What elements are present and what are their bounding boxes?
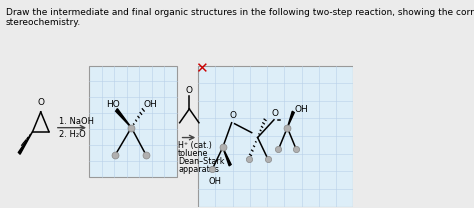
Text: toluene: toluene [178, 149, 209, 158]
Text: O: O [272, 109, 279, 118]
Bar [89, 66, 177, 177]
Bar [198, 66, 354, 207]
Text: O: O [37, 98, 44, 107]
Text: O: O [229, 111, 237, 120]
Text: OH: OH [209, 177, 222, 186]
Text: HO: HO [106, 100, 120, 109]
Text: Draw the intermediate and final organic structures in the following two-step rea: Draw the intermediate and final organic … [6, 8, 474, 17]
Text: H⁺ (cat.): H⁺ (cat.) [178, 141, 212, 151]
Text: ✕: ✕ [196, 61, 208, 76]
Text: 2. H₂O: 2. H₂O [59, 130, 86, 139]
Text: OH: OH [295, 105, 309, 114]
Polygon shape [116, 109, 131, 128]
Text: stereochemistry.: stereochemistry. [6, 18, 81, 27]
Text: OH: OH [143, 100, 157, 109]
Polygon shape [287, 111, 294, 128]
Text: apparatus: apparatus [178, 165, 219, 174]
Polygon shape [223, 147, 231, 166]
Text: 1. NaOH: 1. NaOH [59, 117, 94, 126]
Polygon shape [18, 132, 33, 154]
Text: O: O [186, 86, 193, 95]
Text: Dean–Stark: Dean–Stark [178, 157, 225, 166]
